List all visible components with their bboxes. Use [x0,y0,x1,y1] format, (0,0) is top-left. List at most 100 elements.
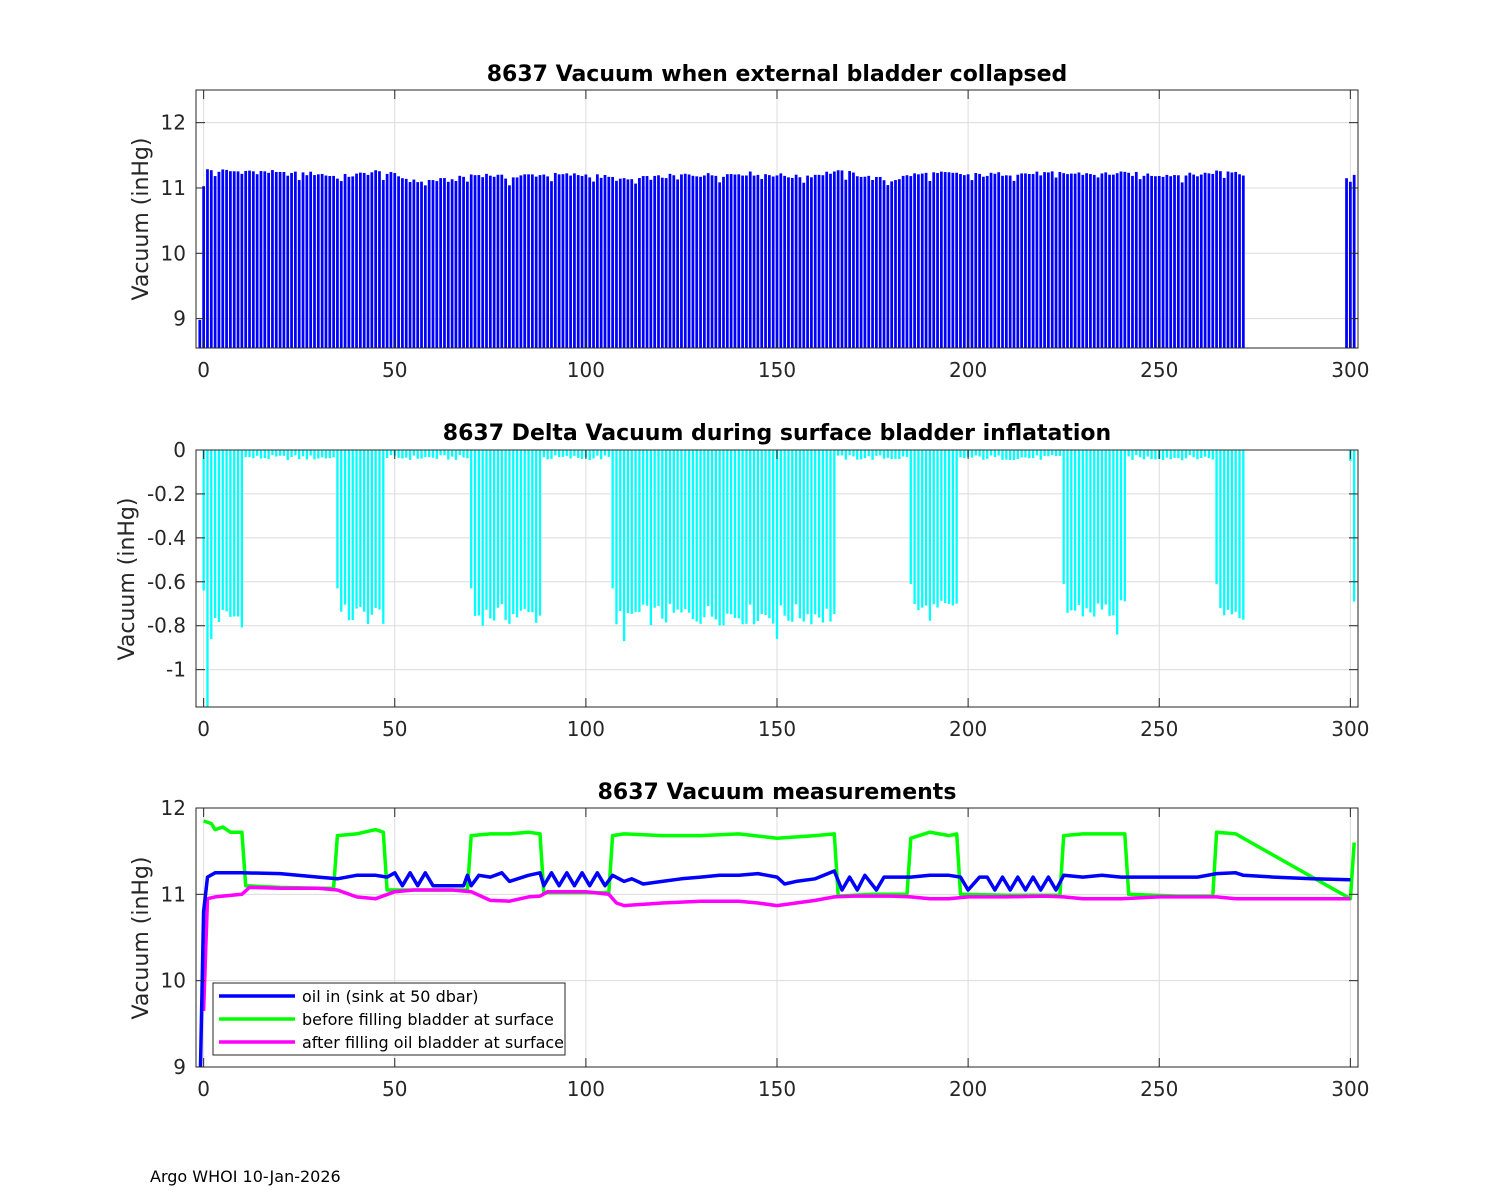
bar-delta-vacuum [1123,450,1126,602]
bar-vacuum-collapsed [206,169,209,348]
bar-delta-vacuum [676,450,679,610]
bar-vacuum-collapsed [932,172,936,348]
x-tick-label-vacuum-measurements: 50 [382,1077,407,1101]
bar-delta-vacuum [462,450,465,458]
bar-vacuum-collapsed [592,181,595,348]
bar-delta-vacuum [542,450,545,458]
bar-vacuum-collapsed [473,175,477,348]
bar-vacuum-collapsed [343,173,347,348]
bar-delta-vacuum [649,450,653,626]
bar-vacuum-collapsed [385,173,389,348]
bar-vacuum-collapsed [917,174,920,348]
bar-vacuum-collapsed [213,176,217,348]
bar-vacuum-collapsed [1089,174,1092,348]
bar-vacuum-collapsed [1219,171,1222,348]
bar-delta-vacuum [970,450,974,458]
bar-delta-vacuum [290,450,293,458]
bar-vacuum-collapsed [378,171,381,348]
bar-delta-vacuum [1173,450,1176,458]
bar-delta-vacuum [859,450,863,460]
bar-delta-vacuum [355,450,358,609]
bar-vacuum-collapsed [1138,179,1142,348]
bar-vacuum-collapsed [416,182,420,348]
y-tick-label-vacuum-measurements: 9 [173,1055,186,1079]
axes-delta-vacuum: 0 50 100 150 200 250 300 0 -0.2 -0.4 -0.6 -0.8 -1 [147,438,1369,741]
bar-delta-vacuum [485,450,488,610]
bar-delta-vacuum [1001,450,1004,460]
bar-vacuum-collapsed [626,179,630,348]
bar-delta-vacuum [508,450,511,624]
bar-delta-vacuum [267,450,270,460]
bar-delta-vacuum [1012,450,1016,461]
bar-vacuum-collapsed [1085,173,1088,348]
bar-delta-vacuum [714,450,717,620]
bar-vacuum-collapsed [286,175,290,348]
bar-vacuum-collapsed [775,175,779,348]
bar-vacuum-collapsed [1096,177,1100,348]
bar-vacuum-collapsed [886,185,890,348]
x-tick-label-vacuum-measurements: 300 [1331,1077,1369,1101]
bar-vacuum-collapsed [1047,172,1050,348]
bar-delta-vacuum [596,450,599,456]
bar-delta-vacuum [909,450,912,584]
bar-delta-vacuum [1054,450,1058,457]
legend-vacuum-measurements: oil in (sink at 50 dbar) before filling b… [212,982,566,1056]
y-axis-label-delta-vacuum: Vacuum (inHg) [115,498,140,661]
bar-vacuum-collapsed [202,186,206,348]
bar-vacuum-collapsed [1134,171,1138,348]
bar-vacuum-collapsed [1142,175,1146,348]
panel-delta-vacuum: 8637 Delta Vacuum during surface bladder… [115,421,1369,741]
bar-vacuum-collapsed [519,175,523,348]
y-tick-label-delta-vacuum: -0.4 [147,526,186,550]
bar-delta-vacuum [882,450,886,459]
bar-vacuum-collapsed [752,175,756,348]
bar-delta-vacuum [810,450,813,625]
bar-vacuum-collapsed [756,174,760,348]
bar-vacuum-collapsed [760,178,764,348]
bar-delta-vacuum [833,450,836,614]
bar-vacuum-collapsed [427,179,431,348]
bar-vacuum-collapsed [668,173,672,348]
bar-delta-vacuum [382,450,385,624]
bar-vacuum-collapsed [328,176,332,348]
bar-vacuum-collapsed [393,173,397,348]
bar-delta-vacuum [699,450,702,624]
bar-vacuum-collapsed [232,171,236,348]
bar-delta-vacuum [546,450,549,460]
bar-delta-vacuum [557,450,561,458]
bar-delta-vacuum [244,450,247,458]
bar-vacuum-collapsed [1001,175,1004,348]
panel-vacuum-measurements: 8637 Vacuum measurements Vacuum (inHg) 0… [129,780,1369,1101]
bar-vacuum-collapsed [477,175,481,348]
bar-delta-vacuum [294,450,297,456]
bar-delta-vacuum [450,450,454,457]
bar-vacuum-collapsed [259,171,263,348]
bar-delta-vacuum [1207,450,1211,459]
bar-vacuum-collapsed [970,180,974,348]
bar-delta-vacuum [726,450,729,614]
bar-delta-vacuum [1242,450,1245,620]
bar-vacuum-collapsed [653,175,657,348]
bar-delta-vacuum [619,450,622,611]
bar-vacuum-collapsed [240,173,244,348]
bar-delta-vacuum [473,450,477,616]
bar-delta-vacuum [210,450,213,639]
bar-vacuum-collapsed [282,171,286,348]
bar-vacuum-collapsed [530,174,534,348]
bar-vacuum-collapsed [813,174,817,348]
bar-delta-vacuum [580,450,584,459]
bar-vacuum-collapsed [550,181,553,348]
bar-delta-vacuum [817,450,821,618]
bar-delta-vacuum [768,450,771,619]
bar-delta-vacuum [1108,450,1111,616]
bar-vacuum-collapsed [939,171,943,348]
bar-vacuum-collapsed [599,177,603,348]
bar-delta-vacuum [775,450,779,639]
bar-delta-vacuum [695,450,698,622]
bar-vacuum-collapsed [779,173,783,348]
bar-vacuum-collapsed [1020,173,1024,348]
bar-delta-vacuum [347,450,351,621]
bar-delta-vacuum [221,450,224,610]
bar-vacuum-collapsed [909,176,913,348]
bar-vacuum-collapsed [993,173,997,348]
